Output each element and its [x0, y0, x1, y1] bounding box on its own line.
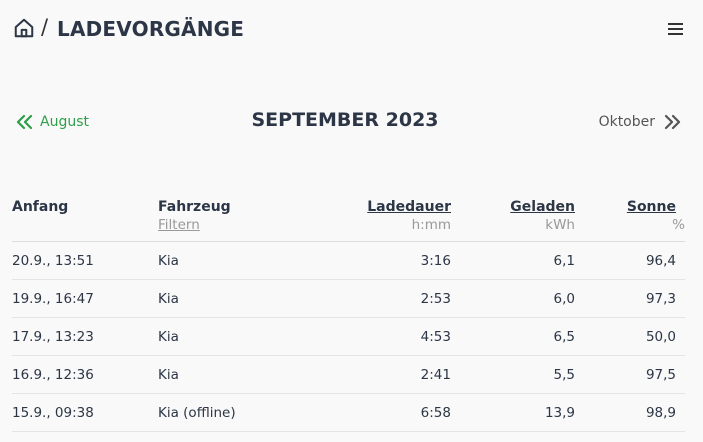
- month-navigation: August SEPTEMBER 2023 Oktober: [0, 100, 703, 150]
- cell-ladedauer: 2:53: [318, 279, 451, 318]
- breadcrumb-separator: /: [41, 15, 49, 39]
- column-header-anfang: Anfang: [12, 199, 69, 215]
- table-row[interactable]: 19.9., 16:47 Kia 2:53 6,0 97,3: [12, 279, 685, 318]
- cell-sonne: 97,3: [575, 279, 685, 318]
- previous-month-link[interactable]: August: [16, 114, 89, 130]
- top-bar: / LADEVORGÄNGE: [0, 0, 703, 58]
- cell-fahrzeug: Kia: [158, 317, 318, 356]
- table-header-row: Anfang Fahrzeug Ladedauer Geladen Sonne: [12, 196, 685, 217]
- table-row[interactable]: 17.9., 13:23 Kia 4:53 6,5 50,0: [12, 317, 685, 356]
- cell-sonne: 97,5: [575, 355, 685, 394]
- cell-ladedauer: 2:41: [318, 355, 451, 394]
- filter-cell[interactable]: Filtern: [158, 217, 318, 242]
- unit-ladedauer: h:mm: [318, 217, 451, 242]
- charging-sessions-table: Anfang Fahrzeug Ladedauer Geladen Sonne …: [12, 196, 685, 432]
- cell-anfang: 15.9., 09:38: [12, 393, 158, 432]
- table-row[interactable]: 16.9., 12:36 Kia 2:41 5,5 97,5: [12, 355, 685, 394]
- next-month-link[interactable]: Oktober: [599, 114, 681, 130]
- column-header-ladedauer[interactable]: Ladedauer: [318, 196, 451, 217]
- cell-ladedauer: 6:58: [318, 393, 451, 432]
- column-header-geladen[interactable]: Geladen: [451, 196, 575, 217]
- next-month-label: Oktober: [598, 114, 655, 130]
- sort-geladen-link[interactable]: Geladen: [510, 199, 575, 215]
- cell-fahrzeug: Kia: [158, 279, 318, 318]
- double-chevron-left-icon: [16, 114, 33, 130]
- home-icon[interactable]: [13, 17, 35, 39]
- cell-fahrzeug: Kia (offline): [158, 393, 318, 432]
- sort-sonne-link[interactable]: Sonne: [626, 199, 676, 215]
- menu-icon[interactable]: [666, 20, 686, 38]
- page-title: LADEVORGÄNGE: [57, 17, 245, 41]
- cell-geladen: 13,9: [451, 393, 575, 432]
- cell-geladen: 6,1: [451, 241, 575, 280]
- filter-vehicle-link[interactable]: Filtern: [158, 217, 200, 233]
- double-chevron-right-icon: [664, 114, 681, 130]
- cell-ladedauer: 4:53: [318, 317, 451, 356]
- month-title: SEPTEMBER 2023: [251, 109, 439, 131]
- cell-anfang: 20.9., 13:51: [12, 241, 158, 280]
- table-subheader-row: Filtern h:mm kWh %: [12, 217, 685, 242]
- cell-anfang: 17.9., 13:23: [12, 317, 158, 356]
- cell-sonne: 98,9: [575, 393, 685, 432]
- cell-geladen: 6,0: [451, 279, 575, 318]
- cell-geladen: 6,5: [451, 317, 575, 356]
- table-row[interactable]: 15.9., 09:38 Kia (offline) 6:58 13,9 98,…: [12, 393, 685, 432]
- table-row[interactable]: 20.9., 13:51 Kia 3:16 6,1 96,4: [12, 241, 685, 280]
- cell-ladedauer: 3:16: [318, 241, 451, 280]
- previous-month-label: August: [40, 114, 89, 130]
- cell-sonne: 96,4: [575, 241, 685, 280]
- cell-anfang: 19.9., 16:47: [12, 279, 158, 318]
- cell-fahrzeug: Kia: [158, 355, 318, 394]
- sort-ladedauer-link[interactable]: Ladedauer: [367, 199, 451, 215]
- cell-sonne: 50,0: [575, 317, 685, 356]
- column-header-sonne[interactable]: Sonne: [575, 196, 685, 217]
- subheader-anfang: [12, 217, 158, 242]
- column-header-fahrzeug: Fahrzeug: [158, 199, 231, 215]
- cell-geladen: 5,5: [451, 355, 575, 394]
- cell-anfang: 16.9., 12:36: [12, 355, 158, 394]
- cell-fahrzeug: Kia: [158, 241, 318, 280]
- unit-geladen: kWh: [451, 217, 575, 242]
- unit-sonne: %: [575, 217, 685, 242]
